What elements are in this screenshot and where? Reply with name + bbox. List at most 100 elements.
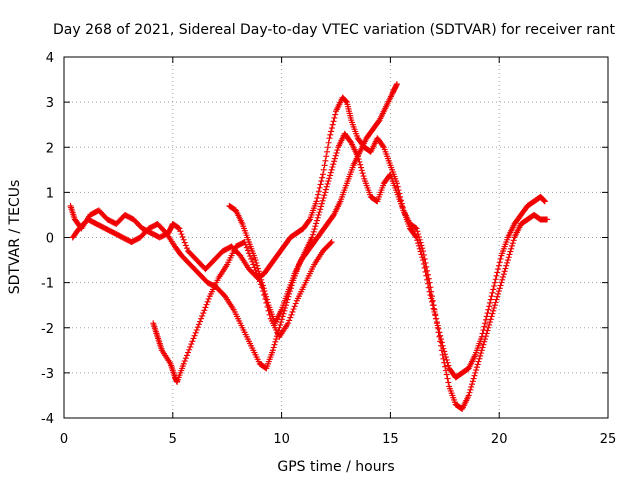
data-point-dense <box>414 228 421 235</box>
x-axis-label: GPS time / hours <box>277 459 394 475</box>
data-point-dense <box>247 253 254 260</box>
data-point-dense <box>203 301 210 308</box>
data-point-dense <box>333 149 340 156</box>
data-point-dense <box>327 169 334 176</box>
data-point-dense <box>486 321 493 328</box>
data-point-dense <box>193 327 200 334</box>
data-point-dense <box>495 262 502 269</box>
data-point-dense <box>483 330 490 337</box>
data-point-dense <box>438 347 445 354</box>
data-point-dense <box>323 153 330 160</box>
data-point-dense <box>360 173 367 180</box>
data-point-dense <box>310 228 317 235</box>
data-point-dense <box>179 233 186 240</box>
data-point <box>309 234 316 241</box>
data-point-dense <box>415 231 422 238</box>
data-point-dense <box>437 332 444 339</box>
data-point-dense <box>262 290 269 297</box>
data-point-dense <box>496 285 503 292</box>
data-point-dense <box>327 172 334 179</box>
data-point-dense <box>479 344 486 351</box>
data-point-dense <box>380 143 387 150</box>
data-point-dense <box>257 273 264 280</box>
data-point-dense <box>331 114 338 121</box>
data-point-dense <box>328 128 335 135</box>
data-point-dense <box>319 174 326 181</box>
data-point-dense <box>259 282 266 289</box>
data-point-dense <box>272 338 279 345</box>
data-point-dense <box>359 170 366 177</box>
data-point-dense <box>261 288 268 295</box>
data-point-dense <box>469 381 475 388</box>
x-tick-label: 0 <box>60 432 68 447</box>
data-point-dense <box>316 209 323 216</box>
data-point-dense <box>430 302 437 309</box>
data-point-dense <box>482 336 489 343</box>
data-point-dense <box>324 180 331 187</box>
data-point-dense <box>182 242 189 249</box>
data-point-dense <box>183 352 190 359</box>
data-point <box>326 135 333 142</box>
data-point-dense <box>487 296 494 303</box>
data-point-dense <box>416 236 423 243</box>
data-point-dense <box>415 233 422 240</box>
data-point-dense <box>254 262 261 269</box>
data-point-dense <box>256 271 263 278</box>
data-point-dense <box>499 276 506 283</box>
x-tick-label: 5 <box>169 432 177 447</box>
data-point-dense <box>197 318 203 325</box>
data-point-dense <box>489 310 496 317</box>
data-point <box>433 315 440 322</box>
data-point-dense <box>263 296 270 303</box>
data-point-dense <box>494 293 501 300</box>
data-point <box>504 257 511 264</box>
data-point-dense <box>263 293 270 300</box>
data-point-dense <box>431 306 438 313</box>
data-point <box>313 198 320 205</box>
data-point-dense <box>328 125 335 132</box>
data-point <box>393 81 400 88</box>
data-point-dense <box>428 288 435 295</box>
x-tick-label: 20 <box>491 432 508 447</box>
y-tick-label: 4 <box>46 51 54 66</box>
data-point-dense <box>191 332 198 339</box>
data-point-dense <box>508 245 515 252</box>
x-tick-label: 15 <box>382 432 399 447</box>
data-point-dense <box>497 255 504 262</box>
data-point-dense <box>253 259 260 266</box>
data-point-dense <box>429 297 436 304</box>
data-point-dense <box>503 262 510 269</box>
data-point-dense <box>481 338 488 345</box>
data-point-dense <box>482 316 489 323</box>
data-point-dense <box>317 181 324 188</box>
data-point-dense <box>510 237 517 244</box>
data-point-dense <box>329 163 336 170</box>
data-point-dense <box>441 359 448 366</box>
data-point-dense <box>358 167 365 174</box>
data-point <box>189 338 196 345</box>
y-axis-label: SDTVAR / TECUs <box>7 180 23 295</box>
data-point-dense <box>421 255 428 262</box>
data-point-dense <box>492 276 499 283</box>
data-point-dense <box>188 341 195 348</box>
data-point <box>322 189 329 196</box>
data-point-dense <box>323 183 330 190</box>
data-point-dense <box>277 321 284 328</box>
data-point-dense <box>437 338 444 345</box>
data-point-dense <box>502 265 509 272</box>
data-point <box>485 324 492 331</box>
data-point-dense <box>420 251 427 258</box>
data-point-dense <box>194 324 201 331</box>
data-point-dense <box>320 166 327 173</box>
data-point-dense <box>484 310 491 317</box>
data-point-dense <box>495 290 502 297</box>
data-point-dense <box>320 195 327 202</box>
data-point-dense <box>324 148 331 155</box>
data-point <box>439 351 446 358</box>
data-point <box>472 369 479 376</box>
y-tick-label: -2 <box>41 322 54 337</box>
data-point-dense <box>445 379 452 386</box>
data-point-dense <box>325 139 332 146</box>
data-point-dense <box>427 284 434 291</box>
